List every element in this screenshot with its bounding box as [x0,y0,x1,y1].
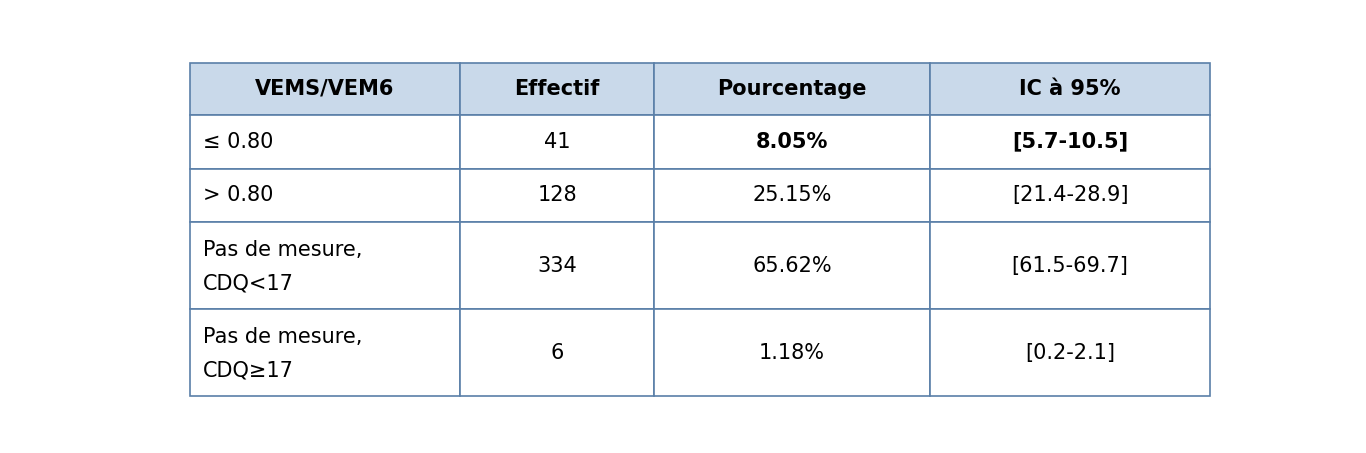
Bar [930,169,1210,222]
Bar [930,222,1210,309]
Bar [190,222,460,309]
Text: Pas de mesure,: Pas de mesure, [202,240,362,260]
Text: 65.62%: 65.62% [753,256,832,276]
Text: [61.5-69.7]: [61.5-69.7] [1012,256,1128,276]
Bar [460,169,654,222]
Text: 128: 128 [537,185,576,205]
Bar [930,63,1210,115]
Text: Pourcentage: Pourcentage [717,79,866,99]
Text: 8.05%: 8.05% [755,132,828,152]
Bar [190,63,460,115]
Bar [654,222,930,309]
Bar [654,169,930,222]
Bar [190,115,460,169]
Bar [654,115,930,169]
Bar [460,222,654,309]
Bar [190,309,460,396]
Text: [0.2-2.1]: [0.2-2.1] [1024,343,1115,363]
Text: [5.7-10.5]: [5.7-10.5] [1012,132,1128,152]
Bar [930,115,1210,169]
Text: 41: 41 [544,132,571,152]
Bar [930,309,1210,396]
Text: 334: 334 [537,256,576,276]
Text: VEMS/VEM6: VEMS/VEM6 [255,79,395,99]
Text: 6: 6 [550,343,564,363]
Bar [460,63,654,115]
Text: 1.18%: 1.18% [759,343,825,363]
Text: 25.15%: 25.15% [753,185,832,205]
Text: CDQ<17: CDQ<17 [202,273,294,293]
Text: > 0.80: > 0.80 [202,185,273,205]
Text: CDQ≥17: CDQ≥17 [202,360,294,380]
Bar [460,309,654,396]
Text: [21.4-28.9]: [21.4-28.9] [1012,185,1128,205]
Bar [654,309,930,396]
Text: Effectif: Effectif [515,79,600,99]
Text: ≤ 0.80: ≤ 0.80 [202,132,273,152]
Bar [190,169,460,222]
Text: Pas de mesure,: Pas de mesure, [202,327,362,347]
Bar [654,63,930,115]
Text: IC à 95%: IC à 95% [1019,79,1120,99]
Bar [460,115,654,169]
